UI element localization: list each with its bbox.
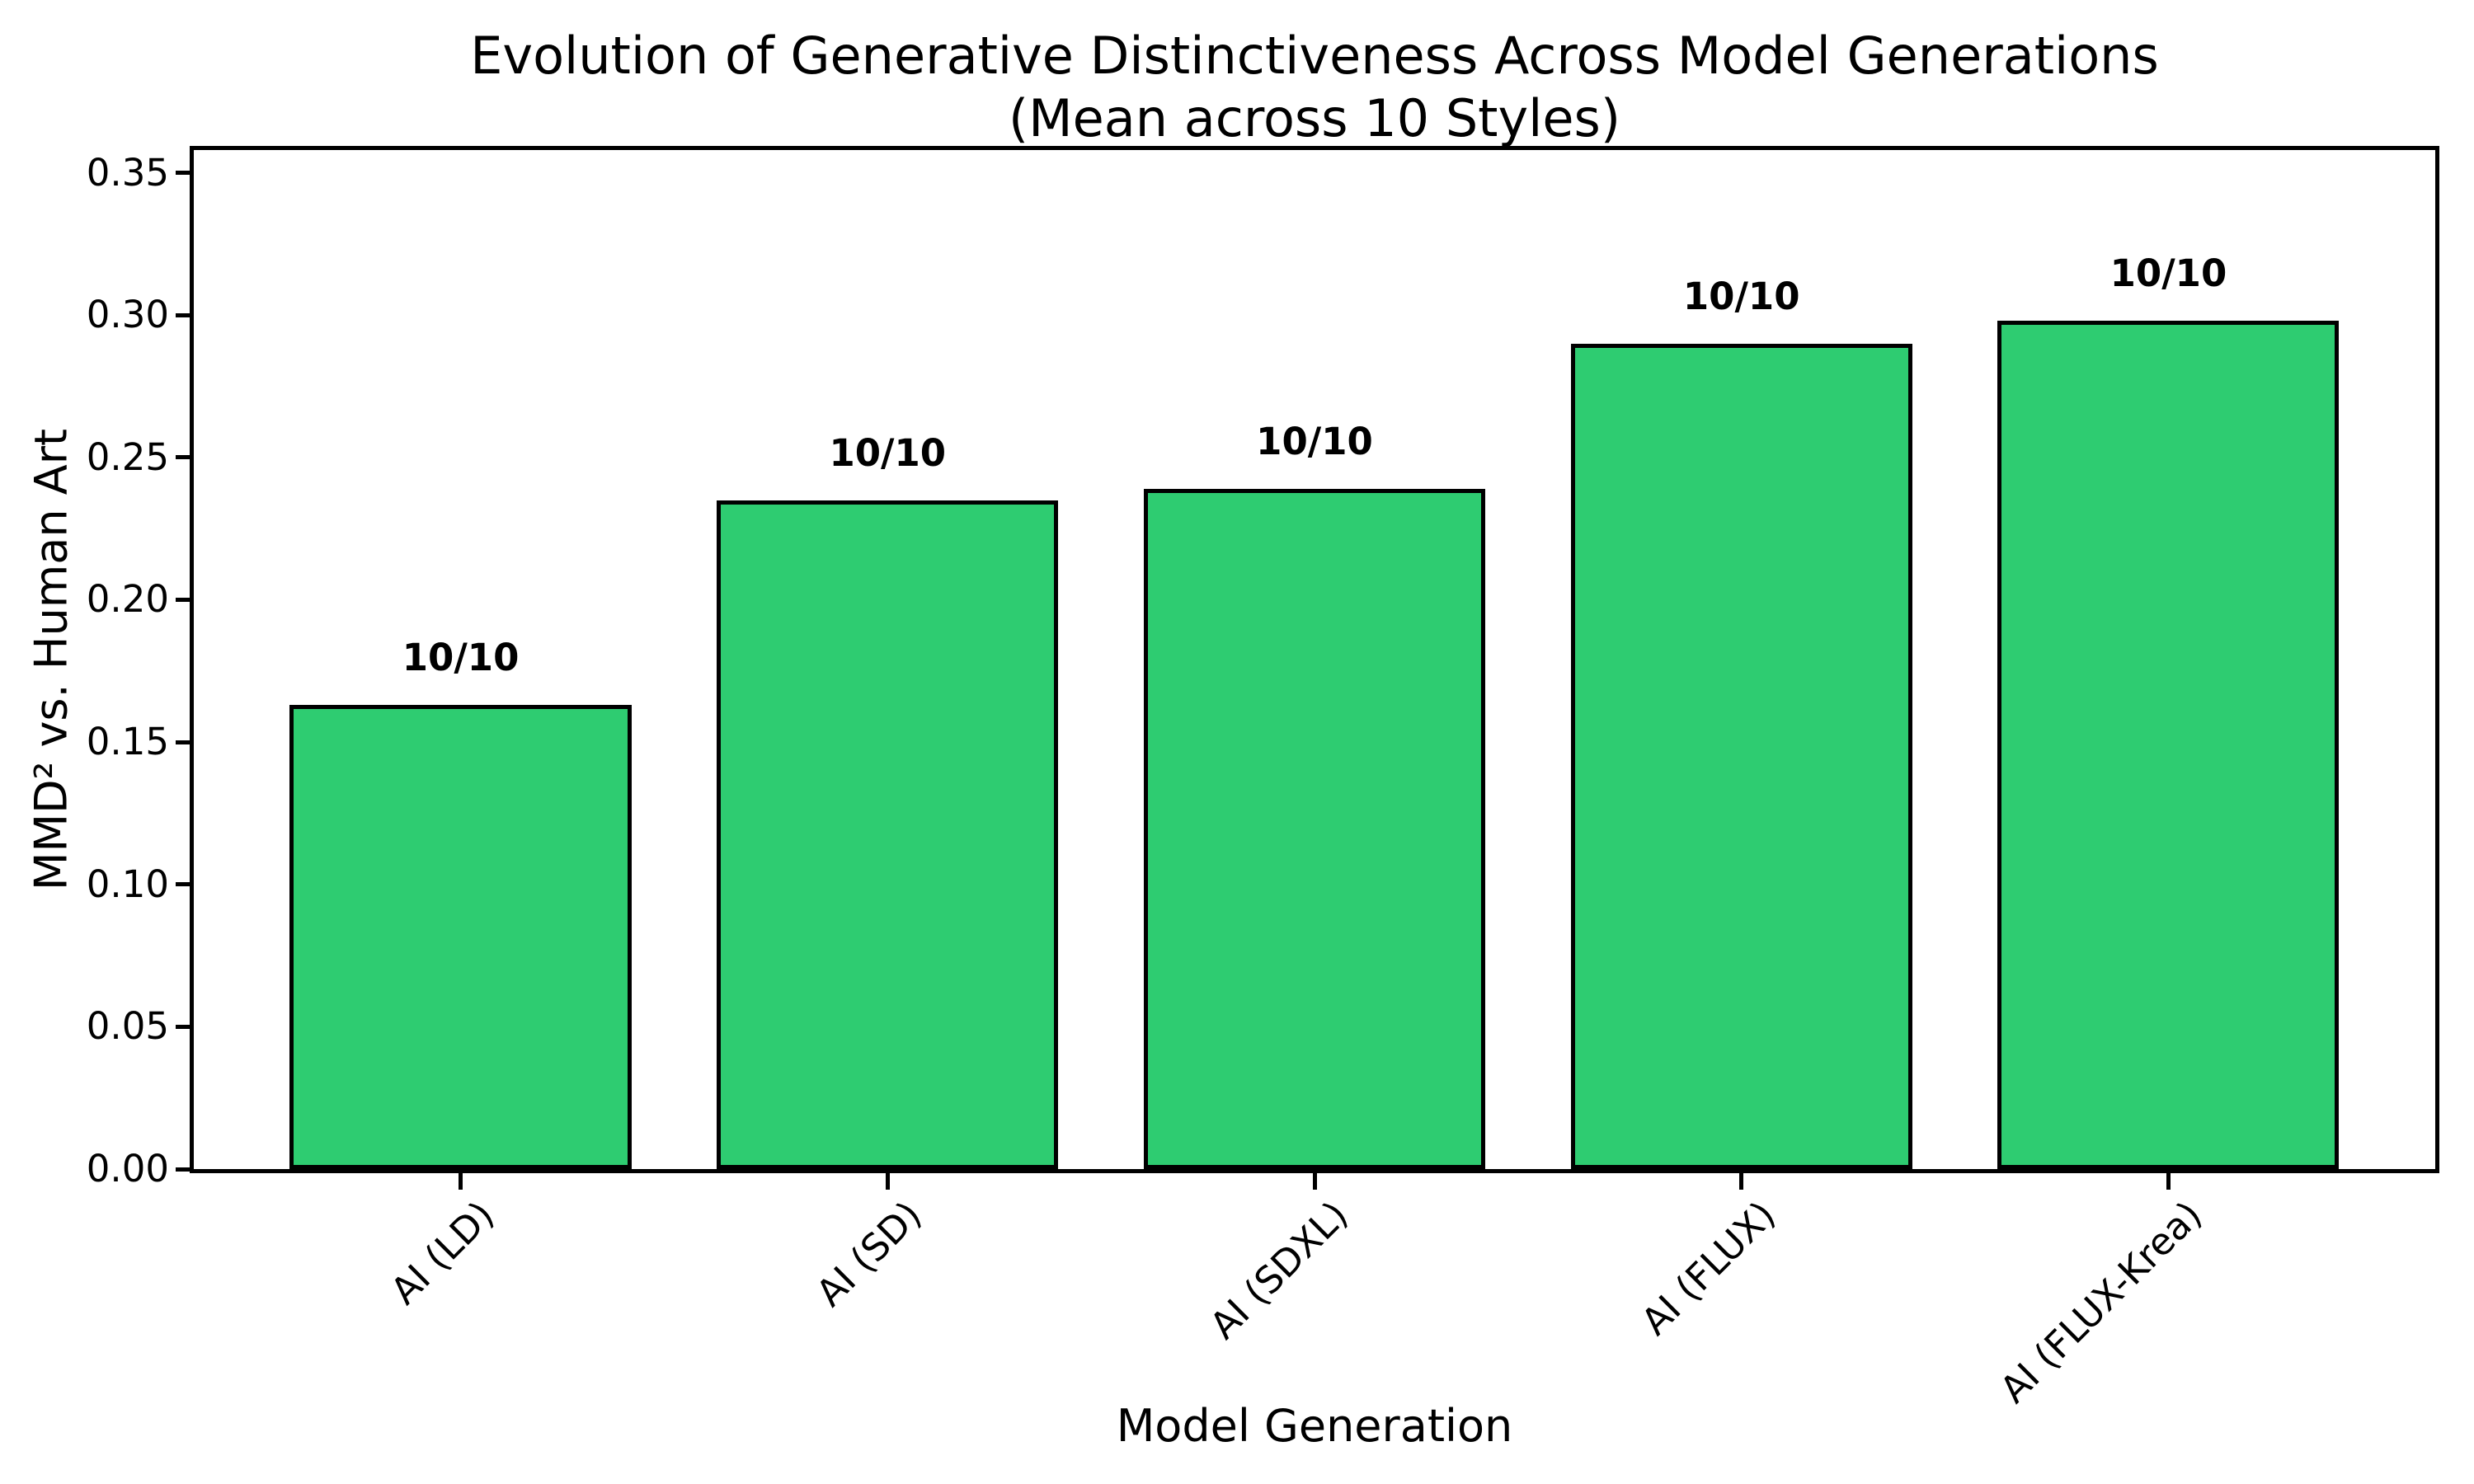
x-tick-mark xyxy=(2166,1173,2171,1190)
bar-AI (LD) xyxy=(289,705,632,1169)
y-axis-label: MMD² vs. Human Art xyxy=(25,428,78,891)
x-tick-mark xyxy=(1739,1173,1744,1190)
chart-title-block: Evolution of Generative Distinctiveness … xyxy=(192,25,2437,150)
y-tick-label: 0.15 xyxy=(86,720,169,764)
bar-value-label: 10/10 xyxy=(1682,274,1800,318)
x-tick-mark xyxy=(885,1173,890,1190)
y-tick-mark xyxy=(176,882,192,887)
bar-AI (FLUX) xyxy=(1570,343,1912,1169)
y-tick-mark xyxy=(176,597,192,602)
x-tick-label: AI (LD) xyxy=(382,1192,503,1313)
y-tick-mark xyxy=(176,171,192,176)
y-tick-mark xyxy=(176,1167,192,1172)
y-tick-label: 0.05 xyxy=(86,1004,169,1049)
y-tick-label: 0.00 xyxy=(86,1147,169,1190)
y-tick-mark xyxy=(176,455,192,460)
y-tick-label: 0.30 xyxy=(86,293,169,337)
x-tick-label: AI (SD) xyxy=(807,1192,930,1315)
bar-value-label: 10/10 xyxy=(402,636,520,680)
bar-value-label: 10/10 xyxy=(1256,419,1373,463)
y-tick-mark xyxy=(176,740,192,744)
bar-value-label: 10/10 xyxy=(2109,251,2227,296)
bar-AI (SD) xyxy=(717,500,1059,1169)
x-axis-label: Model Generation xyxy=(1116,1400,1513,1452)
chart-subtitle: (Mean across 10 Styles) xyxy=(1008,88,1621,148)
chart-title: Evolution of Generative Distinctiveness … xyxy=(470,26,2159,86)
y-tick-mark xyxy=(176,312,192,317)
x-tick-label: AI (FLUX-Krea) xyxy=(1992,1192,2211,1411)
bar-AI (SDXL) xyxy=(1143,488,1486,1169)
x-tick-label: AI (FLUX) xyxy=(1632,1192,1784,1344)
y-tick-label: 0.10 xyxy=(86,862,169,906)
x-tick-mark xyxy=(1312,1173,1317,1190)
y-tick-label: 0.35 xyxy=(86,150,169,195)
bar-AI (FLUX-Krea) xyxy=(1997,321,2340,1169)
plot-area xyxy=(190,146,2439,1173)
x-tick-label: AI (SDXL) xyxy=(1202,1192,1357,1348)
y-tick-mark xyxy=(176,1024,192,1029)
x-tick-mark xyxy=(459,1173,463,1190)
bar-value-label: 10/10 xyxy=(829,430,947,475)
y-tick-label: 0.25 xyxy=(86,434,169,479)
y-tick-label: 0.20 xyxy=(86,577,169,622)
